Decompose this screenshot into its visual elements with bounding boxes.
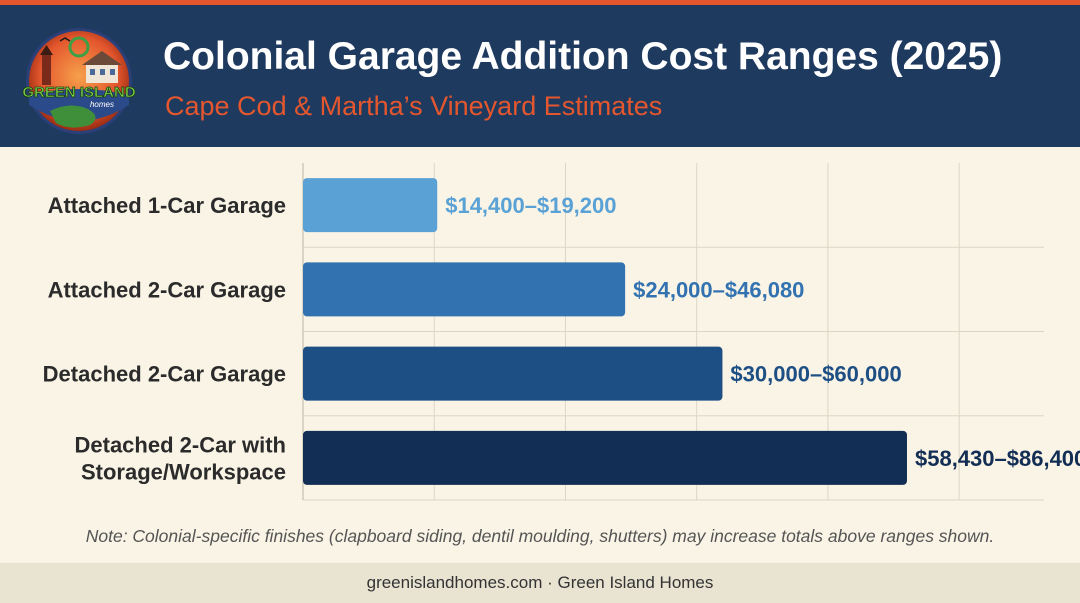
category-label: Attached 2-Car Garage: [48, 277, 286, 302]
top-accent-stripe: [0, 0, 1080, 5]
bar-value-label: $24,000–$46,080: [633, 277, 804, 302]
category-label: Detached 2-Car with: [75, 432, 287, 457]
bar: [303, 262, 626, 317]
bar: [303, 430, 907, 485]
category-label: Detached 2-Car Garage: [43, 362, 286, 387]
page-title: Colonial Garage Addition Cost Ranges (20…: [163, 35, 1003, 78]
logo-text: GREEN ISLAND: [22, 84, 136, 101]
logo-subtext: homes: [90, 100, 114, 109]
category-label: Storage/Workspace: [81, 459, 286, 484]
bar: [303, 178, 438, 233]
footer-bar: greenislandhomes.com · Green Island Home…: [0, 563, 1080, 603]
header-banner: GREEN ISLAND homes Colonial Garage Addit…: [0, 5, 1080, 147]
bar-value-label: $58,430–$86,400: [915, 446, 1080, 471]
footnote: Note: Colonial-specific finishes (clapbo…: [85, 526, 995, 546]
green-island-logo: GREEN ISLAND homes: [22, 28, 136, 134]
page-subtitle: Cape Cod & Martha’s Vineyard Estimates: [165, 91, 663, 121]
bar: [303, 346, 723, 401]
cost-range-bar-chart: $14,400–$19,200 Attached 1-Car Garage $24,…: [43, 163, 1080, 501]
bar-value-label: $30,000–$60,000: [730, 362, 901, 387]
category-label: Attached 1-Car Garage: [48, 193, 286, 218]
bar-value-label: $14,400–$19,200: [445, 193, 616, 218]
